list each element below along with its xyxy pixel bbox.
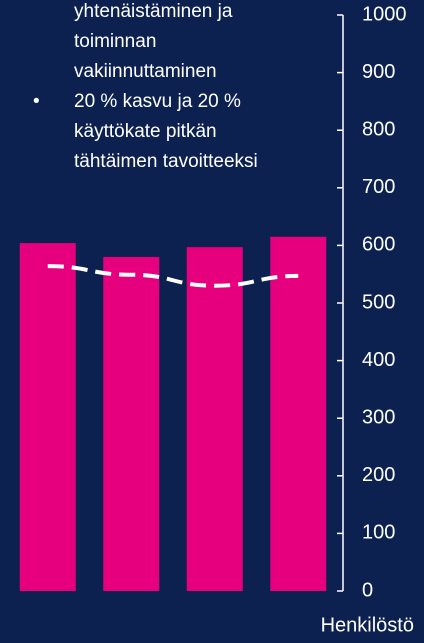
y-tick-label: 700 (362, 176, 395, 198)
text-line: toiminnan (74, 31, 156, 52)
text-line: yhtenäistäminen ja (74, 1, 233, 22)
bar (270, 236, 327, 591)
text-line: tähtäimen tavoitteeksi (74, 151, 258, 172)
y-tick-label: 800 (362, 118, 395, 140)
y-axis-label: Henkilöstö (321, 614, 414, 636)
bar (19, 243, 76, 591)
bar (103, 256, 160, 591)
y-tick-label: 500 (362, 291, 395, 313)
y-tick-label: 600 (362, 234, 395, 256)
y-tick-label: 400 (362, 349, 395, 371)
text-line: vakiinnuttaminen (74, 61, 217, 82)
y-tick-label: 0 (362, 579, 373, 601)
y-tick-label: 900 (362, 61, 395, 83)
line-series (47, 264, 299, 288)
bullet-marker: • (33, 91, 40, 112)
text-line: käyttökate pitkän (74, 121, 217, 142)
bar (186, 247, 243, 592)
y-tick-label: 100 (362, 522, 395, 544)
y-tick-label: 1000 (362, 3, 407, 25)
y-tick-label: 300 (362, 406, 395, 428)
y-tick-label: 200 (362, 464, 395, 486)
text-line: 20 % kasvu ja 20 % (74, 91, 241, 112)
